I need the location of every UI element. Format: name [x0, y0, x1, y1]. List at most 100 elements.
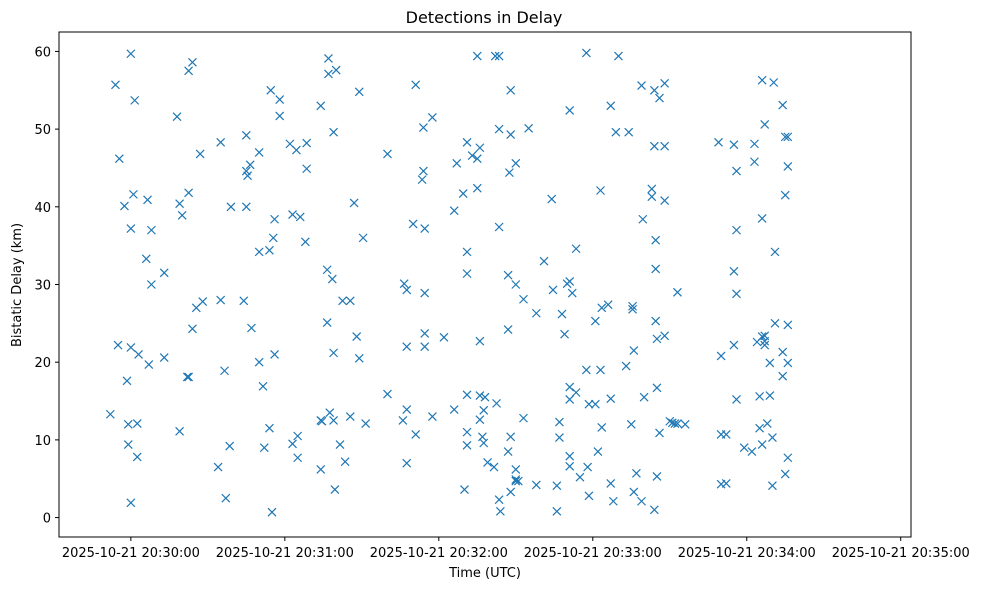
- data-point: [216, 295, 226, 305]
- data-point: [581, 365, 591, 375]
- data-point: [670, 419, 680, 428]
- x-axis: 2025-10-21 20:30:00 2025-10-21 20:31:00 20…: [62, 537, 970, 561]
- data-point: [295, 212, 305, 222]
- data-point: [316, 101, 326, 111]
- data-point: [420, 342, 430, 352]
- data-point: [770, 247, 780, 257]
- data-point: [483, 457, 492, 467]
- data-point: [750, 157, 759, 167]
- data-point: [427, 113, 437, 122]
- data-point: [267, 507, 277, 517]
- data-point: [495, 506, 505, 516]
- data-point: [783, 132, 793, 142]
- data-point: [750, 139, 759, 149]
- data-point: [714, 137, 723, 147]
- data-point: [778, 371, 788, 381]
- data-point: [783, 320, 793, 330]
- data-point: [647, 192, 657, 202]
- data-point: [739, 443, 749, 453]
- data-point: [302, 138, 312, 148]
- data-point: [606, 101, 616, 111]
- data-point: [539, 256, 549, 266]
- y-tick-label: 10: [34, 434, 51, 449]
- data-point: [462, 269, 472, 279]
- data-point: [132, 419, 142, 428]
- data-point: [265, 423, 274, 433]
- data-point: [511, 158, 521, 168]
- data-point: [629, 346, 639, 355]
- data-point: [757, 214, 767, 223]
- data-point: [402, 458, 412, 468]
- data-point: [475, 415, 485, 425]
- data-point: [783, 453, 793, 463]
- data-point: [241, 202, 251, 212]
- data-point: [288, 439, 297, 449]
- data-point: [732, 395, 741, 404]
- data-point: [247, 323, 256, 333]
- data-point: [597, 303, 607, 313]
- data-point: [571, 244, 581, 254]
- data-point: [506, 85, 516, 95]
- data-point: [565, 451, 575, 461]
- data-point: [628, 304, 637, 314]
- data-point: [479, 438, 489, 448]
- data-point: [345, 296, 355, 306]
- data-point: [126, 498, 136, 508]
- data-point: [637, 496, 646, 506]
- data-point: [780, 469, 790, 479]
- data-point: [316, 464, 326, 474]
- y-tick-label: 40: [34, 201, 51, 216]
- data-point: [345, 412, 355, 422]
- data-point: [317, 416, 327, 426]
- data-point: [275, 111, 285, 121]
- data-point: [335, 440, 345, 449]
- data-point: [732, 225, 741, 235]
- data-point: [402, 285, 412, 295]
- data-point: [575, 472, 585, 482]
- plot-area: [58, 31, 912, 538]
- data-point: [503, 447, 513, 456]
- data-point: [755, 423, 765, 433]
- data-point: [254, 247, 264, 257]
- data-point: [122, 376, 132, 386]
- data-point: [239, 296, 249, 306]
- data-point: [254, 357, 264, 367]
- data-point: [767, 481, 777, 491]
- data-point: [349, 198, 359, 208]
- y-tick-label: 20: [34, 356, 51, 371]
- x-tick-label: 2025-10-21 20:35:00: [832, 546, 970, 561]
- data-point: [511, 475, 521, 484]
- data-point: [449, 206, 459, 216]
- data-point: [175, 199, 185, 209]
- data-point: [757, 332, 767, 341]
- data-point: [583, 462, 593, 472]
- data-point: [531, 480, 541, 490]
- data-point: [767, 433, 777, 442]
- data-point: [291, 145, 301, 155]
- data-point: [584, 491, 594, 501]
- data-point: [198, 297, 208, 307]
- data-point: [159, 268, 169, 278]
- data-point: [757, 440, 767, 449]
- data-point: [220, 366, 229, 376]
- data-point: [660, 331, 670, 341]
- data-point: [184, 66, 194, 76]
- data-point: [584, 399, 594, 409]
- y-tick-label: 30: [34, 279, 51, 294]
- data-point: [452, 158, 462, 168]
- data-point: [506, 487, 516, 497]
- data-point: [113, 340, 123, 350]
- data-point: [188, 57, 197, 67]
- data-point: [402, 405, 412, 415]
- data-point: [120, 201, 129, 211]
- data-point: [259, 443, 269, 453]
- data-point: [519, 294, 528, 304]
- data-point: [184, 188, 194, 198]
- data-point: [340, 457, 350, 467]
- data-point: [213, 462, 223, 472]
- data-point: [614, 51, 623, 61]
- data-point: [621, 361, 631, 371]
- data-point: [420, 329, 430, 338]
- data-point: [769, 78, 779, 87]
